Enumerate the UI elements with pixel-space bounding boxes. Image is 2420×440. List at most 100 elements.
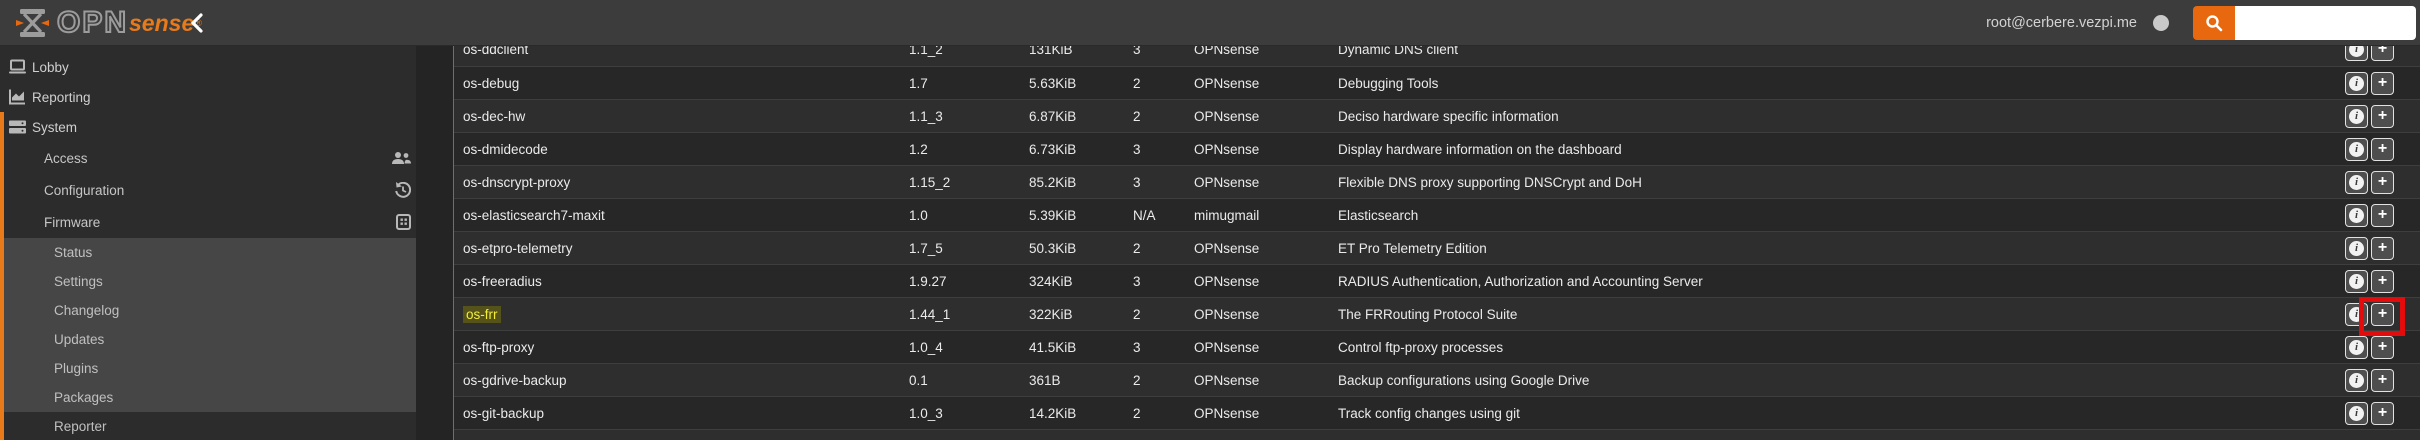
install-button[interactable]: +: [2371, 335, 2394, 359]
search-button[interactable]: [2193, 6, 2235, 40]
brand-registered-mark: ®: [195, 18, 202, 28]
top-navbar: OPN sense ® root@cerbere.vezpi.me: [0, 0, 2420, 46]
main-content: os-ddclient 1.1_2 131KiB 3 OPNsense Dyna…: [416, 46, 2420, 440]
table-row[interactable]: os-dnscrypt-proxy 1.15_2 85.2KiB 3 OPNse…: [454, 165, 2420, 198]
sidebar-item-label: Reporter: [54, 419, 107, 434]
plus-icon: +: [2377, 271, 2388, 289]
plugin-license: 3: [1133, 339, 1141, 355]
install-button[interactable]: +: [2371, 236, 2394, 260]
plugin-repository: mimugmail: [1194, 207, 1260, 223]
plugin-license: 2: [1133, 306, 1141, 322]
sidebar-item-packages[interactable]: Packages: [0, 383, 416, 412]
sidebar-collapse-icon[interactable]: [190, 13, 203, 33]
sidebar-item-label: Updates: [54, 332, 105, 347]
plugin-version: 1.7: [909, 75, 928, 91]
plugin-repository: OPNsense: [1194, 46, 1260, 57]
plugin-size: 50.3KiB: [1029, 240, 1077, 256]
plugin-description: Control ftp-proxy processes: [1338, 339, 1504, 355]
plugin-size: 5.39KiB: [1029, 207, 1077, 223]
info-icon: i: [2349, 174, 2364, 190]
sidebar-item-reporting[interactable]: Reporting: [0, 82, 416, 112]
install-button[interactable]: +: [2371, 104, 2394, 128]
table-row[interactable]: os-debug 1.7 5.63KiB 2 OPNsense Debuggin…: [454, 66, 2420, 99]
install-button[interactable]: +: [2371, 71, 2394, 95]
sidebar-item-changelog[interactable]: Changelog: [0, 296, 416, 325]
info-button[interactable]: i: [2345, 302, 2368, 326]
info-button[interactable]: i: [2345, 137, 2368, 161]
sidebar-item-plugins[interactable]: Plugins: [0, 354, 416, 383]
info-button[interactable]: i: [2345, 71, 2368, 95]
install-button[interactable]: +: [2371, 137, 2394, 161]
plus-icon: +: [2377, 139, 2388, 157]
plus-icon: +: [2377, 403, 2388, 421]
install-button-os-frr[interactable]: +: [2371, 302, 2394, 326]
sidebar-item-firmware[interactable]: Firmware: [0, 206, 416, 238]
table-row[interactable]: os-ddclient 1.1_2 131KiB 3 OPNsense Dyna…: [454, 46, 2420, 66]
plus-icon: +: [2377, 172, 2388, 190]
info-button[interactable]: i: [2345, 401, 2368, 425]
info-button[interactable]: i: [2345, 236, 2368, 260]
plugin-repository: OPNsense: [1194, 141, 1260, 157]
sidebar-item-reporter[interactable]: Reporter: [0, 412, 416, 440]
install-button[interactable]: +: [2371, 401, 2394, 425]
install-button[interactable]: +: [2371, 170, 2394, 194]
plugin-size: 6.87KiB: [1029, 108, 1077, 124]
plugin-version: 1.0_3: [909, 405, 943, 421]
lobby-icon: [9, 59, 26, 75]
opnsense-logo: OPN sense ®: [16, 0, 202, 46]
plugin-version: 1.9.27: [909, 273, 947, 289]
table-row[interactable]: os-freeradius 1.9.27 324KiB 3 OPNsense R…: [454, 264, 2420, 297]
table-row[interactable]: os-dmidecode 1.2 6.73KiB 3 OPNsense Disp…: [454, 132, 2420, 165]
table-row[interactable]: os-dec-hw 1.1_3 6.87KiB 2 OPNsense Decis…: [454, 99, 2420, 132]
plugin-license: 3: [1133, 174, 1141, 190]
table-row[interactable]: os-gdrive-backup 0.1 361B 2 OPNsense Bac…: [454, 363, 2420, 396]
plus-icon: +: [2377, 370, 2388, 388]
sidebar-item-settings[interactable]: Settings: [0, 267, 416, 296]
plus-icon: +: [2377, 106, 2388, 124]
info-button[interactable]: i: [2345, 269, 2368, 293]
plugin-version: 1.44_1: [909, 306, 951, 322]
table-row-os-frr[interactable]: os-frr 1.44_1 322KiB 2 OPNsense The FRRo…: [454, 297, 2420, 330]
table-row[interactable]: os-git-backup 1.0_3 14.2KiB 2 OPNsense T…: [454, 396, 2420, 429]
plus-icon: +: [2377, 73, 2388, 91]
sidebar-item-updates[interactable]: Updates: [0, 325, 416, 354]
install-button[interactable]: +: [2371, 368, 2394, 392]
table-row[interactable]: os-ftp-proxy 1.0_4 41.5KiB 3 OPNsense Co…: [454, 330, 2420, 363]
sidebar-item-lobby[interactable]: Lobby: [0, 52, 416, 82]
plugin-license: 2: [1133, 405, 1141, 421]
info-button[interactable]: i: [2345, 170, 2368, 194]
plugin-name: os-gdrive-backup: [463, 372, 567, 388]
sidebar-item-system[interactable]: System: [0, 112, 416, 142]
plugin-size: 85.2KiB: [1029, 174, 1077, 190]
sidebar-item-access[interactable]: Access: [0, 142, 416, 174]
info-button[interactable]: i: [2345, 368, 2368, 392]
plugin-license: 3: [1133, 273, 1141, 289]
info-button[interactable]: i: [2345, 46, 2368, 61]
install-button[interactable]: +: [2371, 203, 2394, 227]
plugin-description: Flexible DNS proxy supporting DNSCrypt a…: [1338, 174, 1642, 190]
plugin-version: 1.7_5: [909, 240, 943, 256]
sidebar-item-status[interactable]: Status: [0, 238, 416, 267]
sidebar-item-label: Status: [54, 245, 93, 260]
info-icon: i: [2349, 405, 2364, 421]
info-button[interactable]: i: [2345, 104, 2368, 128]
install-button[interactable]: +: [2371, 269, 2394, 293]
users-icon: [392, 151, 411, 165]
search-input[interactable]: [2235, 6, 2416, 40]
table-row[interactable]: os-elasticsearch7-maxit 1.0 5.39KiB N/A …: [454, 198, 2420, 231]
plugin-name: os-ddclient: [463, 46, 529, 57]
search-group: [2193, 6, 2416, 40]
active-menu-indicator: [0, 112, 4, 440]
plugin-description: Debugging Tools: [1338, 75, 1439, 91]
plus-icon: +: [2377, 337, 2388, 355]
plugin-name: os-git-backup: [463, 405, 545, 421]
info-button[interactable]: i: [2345, 203, 2368, 227]
info-icon: i: [2349, 273, 2364, 289]
sidebar-item-configuration[interactable]: Configuration: [0, 174, 416, 206]
info-button[interactable]: i: [2345, 335, 2368, 359]
table-row[interactable]: os-etpro-telemetry 1.7_5 50.3KiB 2 OPNse…: [454, 231, 2420, 264]
plugin-license: 3: [1133, 141, 1141, 157]
plugin-size: 361B: [1029, 372, 1061, 388]
install-button[interactable]: +: [2371, 46, 2394, 61]
table-row-partial: [454, 429, 2420, 440]
